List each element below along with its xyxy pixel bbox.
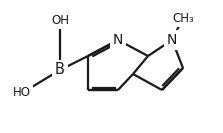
Text: N: N <box>113 33 123 47</box>
Text: HO: HO <box>13 86 31 99</box>
Text: N: N <box>167 33 177 47</box>
Text: CH₃: CH₃ <box>172 11 194 24</box>
Text: B: B <box>55 63 65 78</box>
Text: OH: OH <box>51 14 69 26</box>
